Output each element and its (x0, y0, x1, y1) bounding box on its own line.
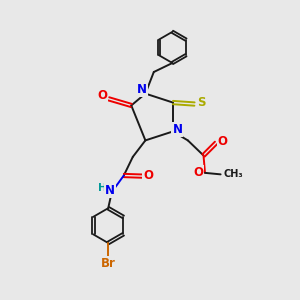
Text: O: O (218, 135, 228, 148)
Text: CH₃: CH₃ (224, 169, 243, 179)
Text: H: H (98, 183, 107, 194)
Text: N: N (172, 123, 182, 136)
Text: O: O (194, 167, 203, 179)
Text: Br: Br (101, 256, 116, 270)
Text: N: N (105, 184, 115, 197)
Text: O: O (97, 89, 107, 102)
Text: S: S (197, 96, 206, 109)
Text: N: N (137, 82, 147, 96)
Text: O: O (143, 169, 153, 182)
